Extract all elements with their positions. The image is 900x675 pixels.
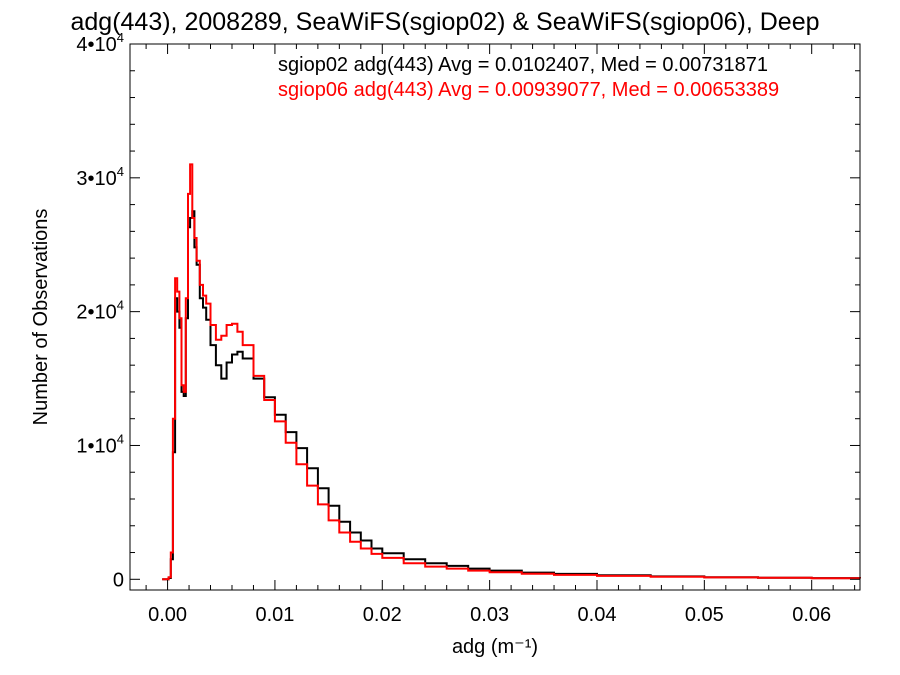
series-line-sgiop06	[162, 163, 861, 581]
x-tick-label: 0.05	[685, 604, 724, 626]
y-tick-label: 3•104	[76, 164, 124, 190]
x-axis-ticks: 0.00 0.01 0.02 0.03 0.04 0.05 0.06	[145, 44, 856, 626]
legend-entry-sgiop06: sgiop06 adg(443) Avg = 0.00939077, Med =…	[278, 79, 779, 101]
x-tick-label: 0.04	[578, 604, 617, 626]
plot-frame	[129, 43, 861, 591]
y-tick-label: 4•104	[76, 30, 124, 56]
x-tick-label: 0.01	[255, 604, 294, 626]
y-axis-ticks: 0 1•104 2•104 3•104 4•104	[76, 30, 860, 591]
x-tick-label: 0.03	[470, 604, 509, 626]
y-tick-label: 1•104	[76, 431, 124, 457]
y-tick-label: 2•104	[76, 298, 124, 324]
legend-entry-sgiop02: sgiop02 adg(443) Avg = 0.0102407, Med = …	[278, 54, 768, 76]
x-tick-label: 0.02	[363, 604, 402, 626]
y-tick-label: 0	[113, 569, 124, 591]
x-tick-label: 0.00	[148, 604, 187, 626]
series-line-sgiop02	[162, 210, 861, 581]
series-curves	[162, 163, 861, 581]
chart-title: adg(443), 2008289, SeaWiFS(sgiop02) & Se…	[70, 8, 819, 36]
x-tick-label: 0.06	[792, 604, 831, 626]
y-axis-label: Number of Observations	[30, 209, 52, 426]
x-axis-label: adg (m⁻¹)	[452, 636, 538, 658]
